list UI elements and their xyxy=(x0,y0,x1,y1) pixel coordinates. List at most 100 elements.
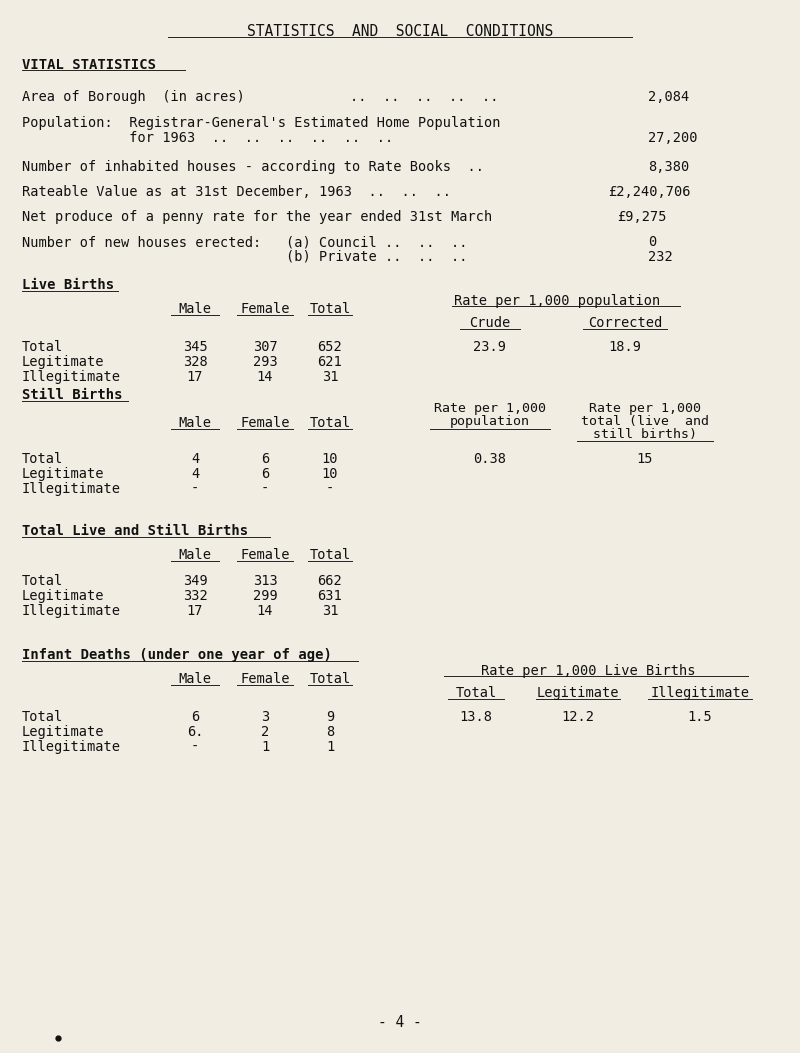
Text: Total: Total xyxy=(22,710,63,724)
Text: 17: 17 xyxy=(186,604,203,618)
Text: for 1963  ..  ..  ..  ..  ..  ..: for 1963 .. .. .. .. .. .. xyxy=(22,131,394,145)
Text: Female: Female xyxy=(240,302,290,316)
Text: 8,380: 8,380 xyxy=(648,160,690,174)
Text: 14: 14 xyxy=(257,604,274,618)
Text: Illegitimate: Illegitimate xyxy=(22,604,121,618)
Text: 307: 307 xyxy=(253,340,278,354)
Text: 6: 6 xyxy=(261,466,269,481)
Text: Total: Total xyxy=(310,302,350,316)
Text: total (live  and: total (live and xyxy=(581,415,709,428)
Text: 3: 3 xyxy=(261,710,269,724)
Text: 1: 1 xyxy=(261,740,269,754)
Text: Illegitimate: Illegitimate xyxy=(22,740,121,754)
Text: Population:  Registrar-General's Estimated Home Population: Population: Registrar-General's Estimate… xyxy=(22,116,501,130)
Text: Female: Female xyxy=(240,672,290,686)
Text: Male: Male xyxy=(178,672,211,686)
Text: Number of new houses erected:   (a) Council ..  ..  ..: Number of new houses erected: (a) Counci… xyxy=(22,235,467,249)
Text: £9,275: £9,275 xyxy=(617,210,666,224)
Text: Illegitimate: Illegitimate xyxy=(650,686,750,700)
Text: 12.2: 12.2 xyxy=(562,710,594,724)
Text: 17: 17 xyxy=(186,370,203,384)
Text: Total: Total xyxy=(310,416,350,430)
Text: Live Births: Live Births xyxy=(22,278,114,292)
Text: Total: Total xyxy=(22,340,63,354)
Text: 349: 349 xyxy=(182,574,207,588)
Text: Net produce of a penny rate for the year ended 31st March: Net produce of a penny rate for the year… xyxy=(22,210,492,224)
Text: Illegitimate: Illegitimate xyxy=(22,370,121,384)
Text: Total: Total xyxy=(310,548,350,562)
Text: Legitimate: Legitimate xyxy=(22,589,105,603)
Text: Rate per 1,000 population: Rate per 1,000 population xyxy=(454,294,660,307)
Text: VITAL STATISTICS: VITAL STATISTICS xyxy=(22,58,156,72)
Text: Female: Female xyxy=(240,548,290,562)
Text: 6.: 6. xyxy=(186,726,203,739)
Text: 9: 9 xyxy=(326,710,334,724)
Text: Legitimate: Legitimate xyxy=(537,686,619,700)
Text: 1.5: 1.5 xyxy=(688,710,712,724)
Text: 1: 1 xyxy=(326,740,334,754)
Text: Legitimate: Legitimate xyxy=(22,355,105,369)
Text: 4: 4 xyxy=(191,452,199,466)
Text: 631: 631 xyxy=(318,589,342,603)
Text: Crude: Crude xyxy=(470,316,510,330)
Text: 293: 293 xyxy=(253,355,278,369)
Text: 6: 6 xyxy=(191,710,199,724)
Text: Rate per 1,000: Rate per 1,000 xyxy=(589,402,701,415)
Text: 8: 8 xyxy=(326,726,334,739)
Text: 0: 0 xyxy=(648,235,656,249)
Text: 2,084: 2,084 xyxy=(648,90,690,104)
Text: 18.9: 18.9 xyxy=(609,340,642,354)
Text: Male: Male xyxy=(178,416,211,430)
Text: 10: 10 xyxy=(322,452,338,466)
Text: Total Live and Still Births: Total Live and Still Births xyxy=(22,524,248,538)
Text: 345: 345 xyxy=(182,340,207,354)
Text: -: - xyxy=(191,740,199,754)
Text: 232: 232 xyxy=(648,250,673,264)
Text: still births): still births) xyxy=(593,428,697,441)
Text: Corrected: Corrected xyxy=(588,316,662,330)
Text: Number of inhabited houses - according to Rate Books  ..: Number of inhabited houses - according t… xyxy=(22,160,484,174)
Text: population: population xyxy=(450,415,530,428)
Text: 313: 313 xyxy=(253,574,278,588)
Text: -: - xyxy=(326,482,334,496)
Text: 10: 10 xyxy=(322,466,338,481)
Text: Legitimate: Legitimate xyxy=(22,466,105,481)
Text: 15: 15 xyxy=(637,452,654,466)
Text: - 4 -: - 4 - xyxy=(378,1015,422,1030)
Text: £2,240,706: £2,240,706 xyxy=(608,185,690,199)
Text: 662: 662 xyxy=(318,574,342,588)
Text: 621: 621 xyxy=(318,355,342,369)
Text: Total: Total xyxy=(22,452,63,466)
Text: Male: Male xyxy=(178,548,211,562)
Text: (b) Private ..  ..  ..: (b) Private .. .. .. xyxy=(22,250,467,264)
Text: 6: 6 xyxy=(261,452,269,466)
Text: 2: 2 xyxy=(261,726,269,739)
Text: 652: 652 xyxy=(318,340,342,354)
Text: Total: Total xyxy=(455,686,497,700)
Text: 13.8: 13.8 xyxy=(459,710,493,724)
Text: Legitimate: Legitimate xyxy=(22,726,105,739)
Text: Female: Female xyxy=(240,416,290,430)
Text: Still Births: Still Births xyxy=(22,388,122,402)
Text: Rate per 1,000: Rate per 1,000 xyxy=(434,402,546,415)
Text: 0.38: 0.38 xyxy=(474,452,506,466)
Text: 299: 299 xyxy=(253,589,278,603)
Text: -: - xyxy=(261,482,269,496)
Text: 31: 31 xyxy=(322,604,338,618)
Text: -: - xyxy=(191,482,199,496)
Text: 27,200: 27,200 xyxy=(648,131,698,145)
Text: 328: 328 xyxy=(182,355,207,369)
Text: STATISTICS  AND  SOCIAL  CONDITIONS: STATISTICS AND SOCIAL CONDITIONS xyxy=(247,24,553,39)
Text: Area of Borough  (in acres): Area of Borough (in acres) xyxy=(22,90,245,104)
Text: ..  ..  ..  ..  ..: .. .. .. .. .. xyxy=(350,90,498,104)
Text: Illegitimate: Illegitimate xyxy=(22,482,121,496)
Text: Total: Total xyxy=(22,574,63,588)
Text: 14: 14 xyxy=(257,370,274,384)
Text: Rateable Value as at 31st December, 1963  ..  ..  ..: Rateable Value as at 31st December, 1963… xyxy=(22,185,451,199)
Text: Rate per 1,000 Live Births: Rate per 1,000 Live Births xyxy=(481,664,695,678)
Text: 31: 31 xyxy=(322,370,338,384)
Text: 23.9: 23.9 xyxy=(474,340,506,354)
Text: Total: Total xyxy=(310,672,350,686)
Text: Infant Deaths (under one year of age): Infant Deaths (under one year of age) xyxy=(22,648,332,662)
Text: Male: Male xyxy=(178,302,211,316)
